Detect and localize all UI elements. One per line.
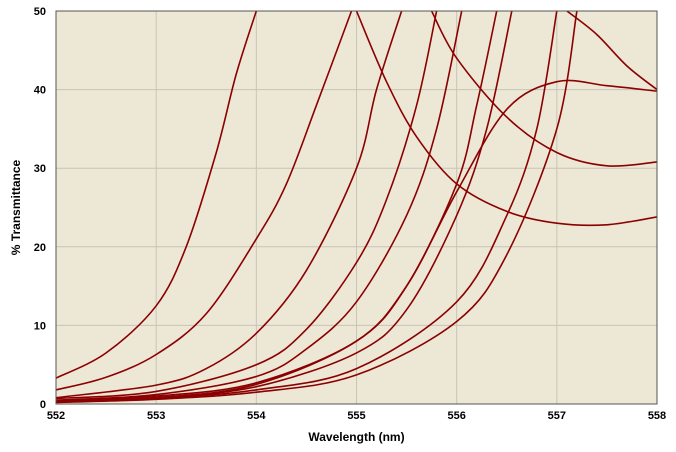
plot-frame [55, 10, 658, 405]
series-lines [56, 11, 657, 404]
y-tick-label: 20 [34, 242, 46, 254]
series-line-3 [56, 11, 403, 399]
x-tick-label: 555 [347, 410, 365, 422]
x-tick-label: 552 [47, 410, 65, 422]
series-line-8 [56, 11, 558, 403]
y-tick-label: 50 [34, 6, 46, 18]
series-line-5 [56, 11, 463, 401]
series-line-12 [430, 11, 657, 167]
x-axis-label: Wavelength (nm) [308, 430, 404, 444]
x-tick-label: 556 [447, 410, 465, 422]
y-axis-ticks: 0 10 20 30 40 50 [34, 6, 46, 411]
series-line-10 [56, 79, 657, 403]
series-line-1 [56, 11, 258, 379]
y-axis-label: % Transmittance [9, 159, 23, 255]
y-tick-label: 0 [40, 399, 46, 411]
x-tick-label: 557 [548, 410, 566, 422]
series-line-13 [566, 11, 657, 91]
x-tick-label: 553 [147, 410, 165, 422]
series-line-4 [56, 11, 438, 400]
x-axis-ticks: 552 553 554 555 556 557 558 [47, 410, 666, 422]
y-tick-label: 40 [34, 85, 46, 97]
x-tick-label: 558 [648, 410, 666, 422]
series-line-11 [355, 11, 657, 227]
x-tick-label: 554 [247, 410, 266, 422]
y-tick-label: 10 [34, 320, 46, 332]
series-line-2 [56, 11, 353, 391]
y-tick-label: 30 [34, 163, 46, 175]
series-line-9 [56, 11, 578, 404]
